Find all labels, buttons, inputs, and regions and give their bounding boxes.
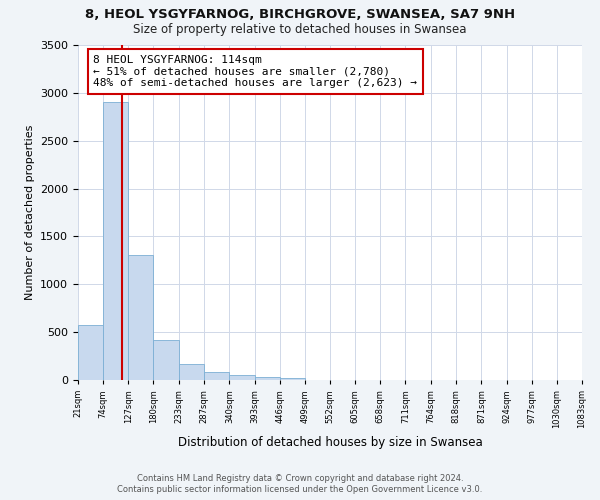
- Text: Contains HM Land Registry data © Crown copyright and database right 2024.
Contai: Contains HM Land Registry data © Crown c…: [118, 474, 482, 494]
- Bar: [154, 340, 179, 380]
- Bar: [179, 364, 204, 380]
- X-axis label: Distribution of detached houses by size in Swansea: Distribution of detached houses by size …: [178, 436, 482, 450]
- Bar: [204, 372, 229, 380]
- Bar: [128, 255, 154, 380]
- Bar: [78, 326, 103, 380]
- Bar: [103, 102, 128, 380]
- Bar: [280, 378, 305, 380]
- Text: 8, HEOL YSGYFARNOG, BIRCHGROVE, SWANSEA, SA7 9NH: 8, HEOL YSGYFARNOG, BIRCHGROVE, SWANSEA,…: [85, 8, 515, 20]
- Bar: [229, 374, 254, 380]
- Text: Size of property relative to detached houses in Swansea: Size of property relative to detached ho…: [133, 22, 467, 36]
- Bar: [254, 377, 280, 380]
- Y-axis label: Number of detached properties: Number of detached properties: [25, 125, 35, 300]
- Text: 8 HEOL YSGYFARNOG: 114sqm
← 51% of detached houses are smaller (2,780)
48% of se: 8 HEOL YSGYFARNOG: 114sqm ← 51% of detac…: [93, 55, 417, 88]
